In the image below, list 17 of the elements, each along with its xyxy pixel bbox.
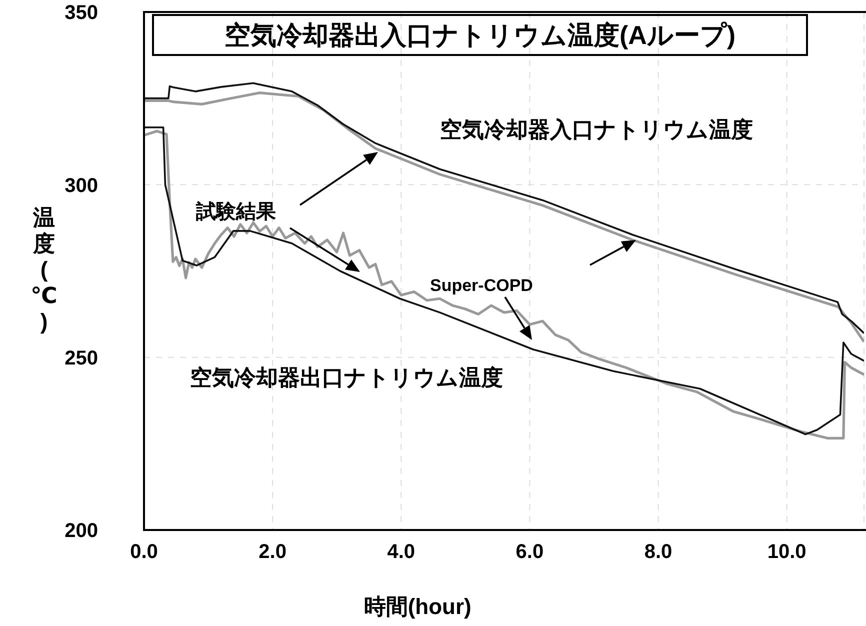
y-tick-label: 200: [64, 520, 98, 542]
x-tick-label: 2.0: [258, 541, 286, 564]
chart-title: 空気冷却器出入口ナトリウム温度(Aループ): [152, 14, 808, 56]
annotation: 空気冷却器出口ナトリウム温度: [190, 365, 503, 390]
x-axis-title: 時間(hour): [364, 594, 472, 619]
annotation: Super-COPD: [430, 276, 533, 295]
y-axis-title: 温度(℃): [30, 205, 58, 334]
annotation: 空気冷却器入口ナトリウム温度: [440, 117, 753, 142]
x-tick-label: 10.0: [767, 541, 806, 564]
y-tick-label: 350: [64, 2, 98, 24]
y-tick-label: 250: [64, 347, 98, 370]
x-tick-label: 4.0: [387, 541, 416, 564]
x-tick-label: 8.0: [644, 541, 672, 564]
annotation: 試験結果: [195, 200, 277, 223]
x-tick-label: 6.0: [516, 541, 544, 564]
x-tick-label: 0.0: [130, 541, 158, 564]
y-tick-label: 300: [64, 174, 98, 197]
